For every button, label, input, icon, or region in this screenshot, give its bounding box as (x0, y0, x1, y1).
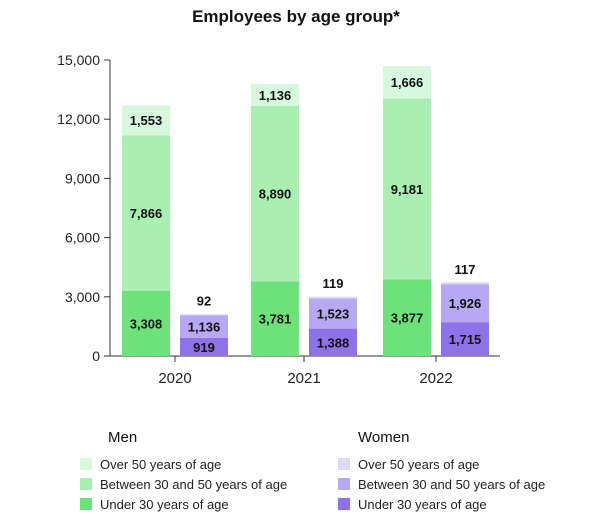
bar-segment (180, 315, 228, 338)
x-tick-label: 2021 (287, 370, 320, 387)
legend-label: Over 50 years of age (358, 457, 479, 472)
y-tick-label: 12,000 (57, 111, 100, 127)
data-label: 92 (197, 294, 211, 309)
y-tick-label: 6,000 (65, 230, 100, 246)
data-label: 1,715 (449, 332, 482, 347)
legend-swatch (338, 458, 350, 470)
x-tick-label: 2022 (419, 370, 452, 387)
bar-segment (441, 281, 489, 285)
legend: Men Over 50 years of age Between 30 and 50… (80, 429, 545, 512)
data-label: 9,181 (391, 182, 424, 197)
bar-segment (309, 298, 357, 329)
legend-swatch (80, 498, 92, 510)
bar-segment (180, 313, 228, 316)
bar-segment (122, 290, 170, 356)
bars: 3,308 7,866 1,553 919 1,136 92 3,781 8,890 1,136… (122, 64, 489, 356)
legend-swatch (80, 478, 92, 490)
data-label: 119 (323, 276, 344, 291)
bar-segment (383, 65, 431, 99)
data-label: 1,926 (449, 296, 482, 311)
bar-segment (441, 322, 489, 356)
data-label: 3,877 (391, 311, 424, 326)
legend-label: Over 50 years of age (100, 457, 221, 472)
data-label: 1,523 (317, 307, 350, 322)
axes: 0 3,000 6,000 9,000 12,000 15,000 2020 2021 2022 (57, 52, 500, 387)
bar-segment (441, 284, 489, 323)
legend-group-title: Women (358, 429, 409, 446)
bar-segment (309, 296, 357, 299)
y-tick-label: 9,000 (65, 170, 100, 186)
legend-label: Between 30 and 50 years of age (358, 477, 545, 492)
legend-swatch (338, 478, 350, 490)
legend-label: Between 30 and 50 years of age (100, 477, 287, 492)
bar-segment (309, 328, 357, 356)
data-label: 1,136 (188, 320, 221, 335)
x-tick-label: 2020 (158, 370, 191, 387)
legend-swatch (338, 498, 350, 510)
bar-segment (383, 279, 431, 356)
data-label: 919 (193, 340, 215, 355)
data-label: 117 (455, 262, 476, 277)
chart-title: Employees by age group* (192, 7, 400, 26)
data-label: 7,866 (130, 206, 163, 221)
bar-segment (122, 135, 170, 291)
bar-segment (251, 281, 299, 356)
data-label: 1,553 (130, 113, 163, 128)
bar-segment (251, 105, 299, 282)
data-label: 3,781 (259, 312, 292, 327)
data-label: 1,136 (259, 88, 292, 103)
data-label: 8,890 (259, 187, 292, 202)
bar-segment (383, 98, 431, 280)
legend-group-title: Men (108, 429, 137, 446)
legend-label: Under 30 years of age (100, 497, 229, 512)
data-label: 1,666 (391, 75, 424, 90)
y-tick-label: 0 (92, 348, 100, 364)
data-label: 1,388 (317, 335, 350, 350)
legend-swatch (80, 458, 92, 470)
bar-segment (180, 337, 228, 356)
data-label: 3,308 (130, 316, 163, 331)
bar-segment (251, 83, 299, 106)
bar-segment (122, 104, 170, 136)
y-tick-label: 15,000 (57, 52, 100, 68)
y-tick-label: 3,000 (65, 289, 100, 305)
legend-label: Under 30 years of age (358, 497, 487, 512)
